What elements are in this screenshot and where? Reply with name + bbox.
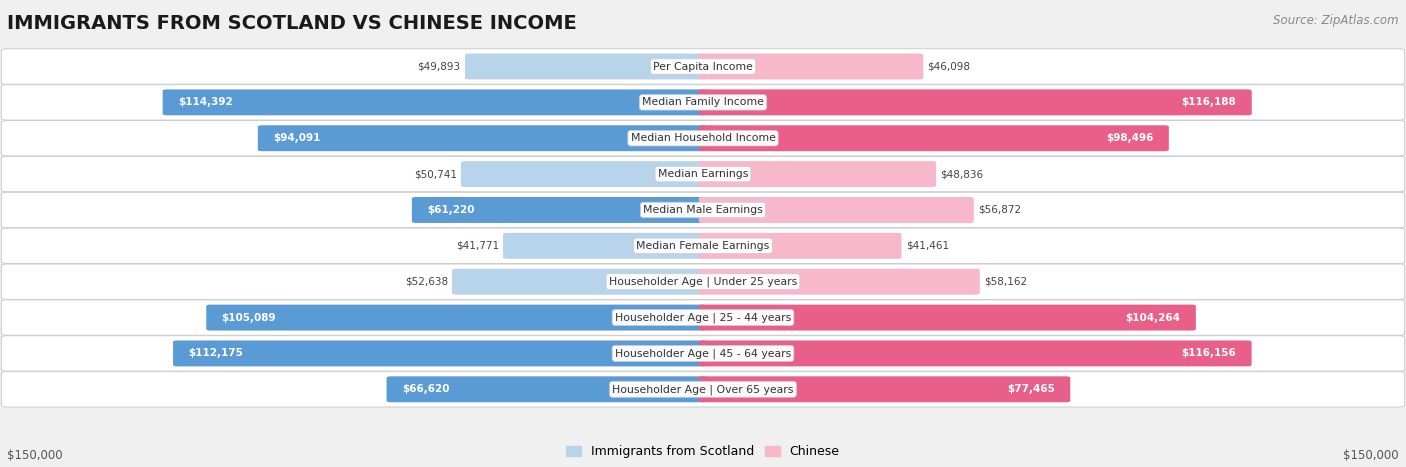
Text: $46,098: $46,098: [928, 62, 970, 71]
FancyBboxPatch shape: [699, 125, 1168, 151]
Text: Median Female Earnings: Median Female Earnings: [637, 241, 769, 251]
Text: $41,461: $41,461: [905, 241, 949, 251]
Text: $112,175: $112,175: [188, 348, 243, 359]
Text: $49,893: $49,893: [418, 62, 461, 71]
Text: IMMIGRANTS FROM SCOTLAND VS CHINESE INCOME: IMMIGRANTS FROM SCOTLAND VS CHINESE INCO…: [7, 14, 576, 33]
FancyBboxPatch shape: [699, 233, 901, 259]
Text: $66,620: $66,620: [402, 384, 450, 394]
FancyBboxPatch shape: [1, 49, 1405, 84]
FancyBboxPatch shape: [1, 192, 1405, 228]
FancyBboxPatch shape: [503, 233, 707, 259]
FancyBboxPatch shape: [465, 54, 707, 79]
Text: $50,741: $50,741: [413, 169, 457, 179]
FancyBboxPatch shape: [699, 197, 974, 223]
Text: $150,000: $150,000: [1343, 449, 1399, 462]
Text: $41,771: $41,771: [456, 241, 499, 251]
Text: Median Family Income: Median Family Income: [643, 97, 763, 107]
FancyBboxPatch shape: [1, 264, 1405, 299]
Text: Source: ZipAtlas.com: Source: ZipAtlas.com: [1274, 14, 1399, 27]
FancyBboxPatch shape: [699, 89, 1251, 115]
Text: Median Household Income: Median Household Income: [630, 133, 776, 143]
Text: Householder Age | 25 - 44 years: Householder Age | 25 - 44 years: [614, 312, 792, 323]
Text: Median Earnings: Median Earnings: [658, 169, 748, 179]
FancyBboxPatch shape: [1, 120, 1405, 156]
FancyBboxPatch shape: [207, 304, 707, 331]
Text: $116,156: $116,156: [1181, 348, 1236, 359]
FancyBboxPatch shape: [699, 304, 1197, 331]
Text: $61,220: $61,220: [427, 205, 475, 215]
FancyBboxPatch shape: [173, 340, 707, 367]
Text: Per Capita Income: Per Capita Income: [652, 62, 754, 71]
FancyBboxPatch shape: [163, 89, 707, 115]
FancyBboxPatch shape: [1, 372, 1405, 407]
FancyBboxPatch shape: [257, 125, 707, 151]
Text: $94,091: $94,091: [273, 133, 321, 143]
Text: Householder Age | 45 - 64 years: Householder Age | 45 - 64 years: [614, 348, 792, 359]
Text: $104,264: $104,264: [1125, 312, 1181, 323]
Legend: Immigrants from Scotland, Chinese: Immigrants from Scotland, Chinese: [567, 446, 839, 459]
FancyBboxPatch shape: [412, 197, 707, 223]
Text: $52,638: $52,638: [405, 276, 449, 287]
FancyBboxPatch shape: [699, 54, 924, 79]
Text: $150,000: $150,000: [7, 449, 63, 462]
FancyBboxPatch shape: [699, 161, 936, 187]
Text: $77,465: $77,465: [1007, 384, 1054, 394]
Text: $58,162: $58,162: [984, 276, 1028, 287]
FancyBboxPatch shape: [1, 85, 1405, 120]
FancyBboxPatch shape: [699, 376, 1070, 402]
Text: $116,188: $116,188: [1181, 97, 1236, 107]
FancyBboxPatch shape: [699, 269, 980, 295]
Text: Householder Age | Over 65 years: Householder Age | Over 65 years: [612, 384, 794, 395]
FancyBboxPatch shape: [1, 228, 1405, 263]
Text: $56,872: $56,872: [979, 205, 1021, 215]
Text: Householder Age | Under 25 years: Householder Age | Under 25 years: [609, 276, 797, 287]
FancyBboxPatch shape: [387, 376, 707, 402]
FancyBboxPatch shape: [461, 161, 707, 187]
Text: $98,496: $98,496: [1107, 133, 1153, 143]
FancyBboxPatch shape: [1, 300, 1405, 335]
FancyBboxPatch shape: [699, 340, 1251, 367]
Text: $48,836: $48,836: [941, 169, 983, 179]
FancyBboxPatch shape: [453, 269, 707, 295]
Text: $114,392: $114,392: [179, 97, 233, 107]
FancyBboxPatch shape: [1, 156, 1405, 192]
FancyBboxPatch shape: [1, 336, 1405, 371]
Text: Median Male Earnings: Median Male Earnings: [643, 205, 763, 215]
Text: $105,089: $105,089: [222, 312, 277, 323]
